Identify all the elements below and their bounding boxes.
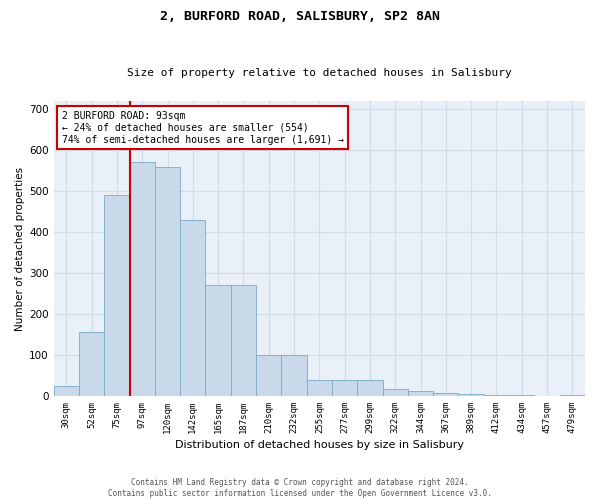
Bar xyxy=(357,380,383,396)
Bar xyxy=(231,286,256,396)
Bar xyxy=(155,166,180,396)
Bar xyxy=(307,380,332,396)
Text: Contains HM Land Registry data © Crown copyright and database right 2024.
Contai: Contains HM Land Registry data © Crown c… xyxy=(108,478,492,498)
Bar xyxy=(484,394,509,396)
Bar xyxy=(408,390,433,396)
Title: Size of property relative to detached houses in Salisbury: Size of property relative to detached ho… xyxy=(127,68,512,78)
X-axis label: Distribution of detached houses by size in Salisbury: Distribution of detached houses by size … xyxy=(175,440,464,450)
Bar xyxy=(256,355,281,396)
Y-axis label: Number of detached properties: Number of detached properties xyxy=(15,166,25,330)
Bar xyxy=(433,392,458,396)
Bar xyxy=(458,394,484,396)
Text: 2 BURFORD ROAD: 93sqm
← 24% of detached houses are smaller (554)
74% of semi-det: 2 BURFORD ROAD: 93sqm ← 24% of detached … xyxy=(62,112,344,144)
Bar xyxy=(332,380,357,396)
Bar xyxy=(53,386,79,396)
Bar xyxy=(281,355,307,396)
Bar xyxy=(79,332,104,396)
Bar xyxy=(560,394,585,396)
Bar xyxy=(104,195,130,396)
Bar xyxy=(205,286,231,396)
Bar xyxy=(509,395,535,396)
Bar xyxy=(180,220,205,396)
Bar xyxy=(130,162,155,396)
Text: 2, BURFORD ROAD, SALISBURY, SP2 8AN: 2, BURFORD ROAD, SALISBURY, SP2 8AN xyxy=(160,10,440,23)
Bar xyxy=(383,388,408,396)
